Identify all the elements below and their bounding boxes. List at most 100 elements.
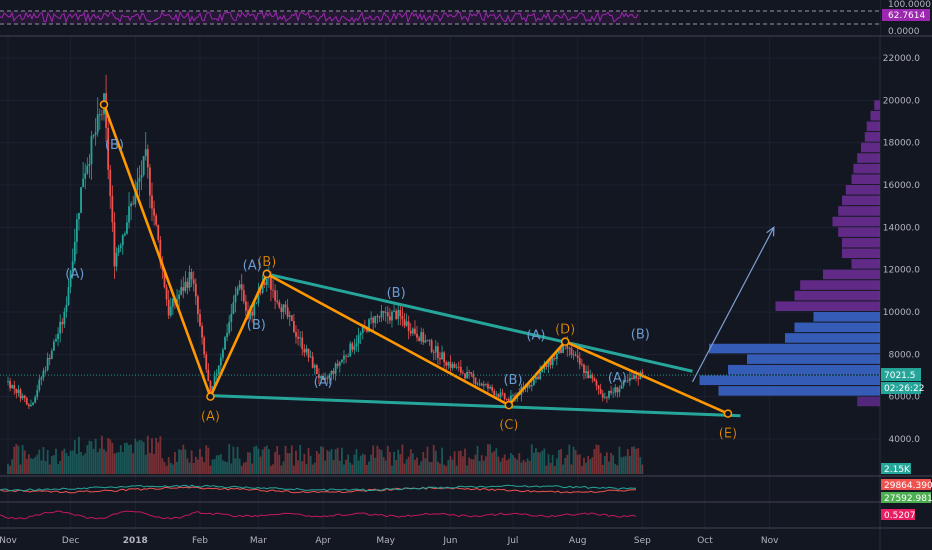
candle-body — [205, 354, 208, 370]
candle-body — [487, 384, 489, 389]
volume-bar — [357, 460, 360, 474]
volume-bar — [495, 448, 498, 474]
profile-bar — [842, 248, 880, 259]
candle-body — [23, 395, 26, 399]
volume-bar — [188, 462, 191, 474]
candle-body — [464, 373, 466, 379]
volume-bar — [257, 448, 260, 474]
candle-body — [117, 248, 120, 253]
candle-body — [340, 359, 343, 363]
candle-body — [420, 332, 423, 342]
candle-body — [622, 380, 625, 386]
candle-body — [27, 404, 30, 407]
volume-bar — [612, 455, 615, 474]
candle-body — [257, 291, 260, 303]
volume-bar — [30, 458, 32, 474]
volume-bar — [90, 441, 93, 474]
volume-bar — [9, 465, 11, 474]
volume-bar — [21, 445, 24, 474]
candle-body — [34, 397, 37, 403]
x-tick-label: Jul — [507, 536, 519, 546]
candle-body — [115, 252, 118, 267]
volume-bar — [637, 448, 640, 474]
volume-bar — [105, 451, 107, 474]
candle-body — [411, 328, 414, 334]
axes: 4000.0 6000.0 8000.0 10000.0 12000.0 14000.0 1… — [0, 54, 924, 546]
candle-body — [324, 377, 327, 380]
volume-bar — [507, 458, 510, 474]
volume-bar — [535, 448, 537, 474]
candle-body — [232, 302, 235, 314]
candle-body — [109, 169, 112, 197]
wave-labels: (A)(B)(C)(D)(E)(B)(A)(A)(B)(A)(B)(B)(A)(… — [65, 138, 737, 442]
volume-bar — [606, 452, 608, 474]
volume-bar — [568, 444, 571, 474]
volume-bar — [284, 446, 287, 474]
x-tick-label: Oct — [697, 536, 713, 546]
volume-bar — [86, 445, 89, 474]
volume-bar — [34, 456, 37, 474]
trendlines — [210, 226, 775, 418]
volume-bar — [441, 447, 443, 474]
candle-body — [98, 114, 101, 116]
candle-body — [601, 393, 604, 398]
volume-bar — [372, 445, 375, 474]
volume-bar — [585, 462, 587, 474]
profile-bar — [851, 259, 880, 269]
candle-body — [503, 393, 506, 399]
candle-body — [61, 321, 64, 325]
candle-body — [167, 299, 170, 316]
candle-body — [190, 272, 193, 280]
volume-bar — [69, 450, 72, 474]
candle-body — [449, 362, 452, 368]
volume-bar — [197, 459, 199, 474]
volume-bar — [267, 449, 270, 474]
volume-bar — [445, 465, 448, 474]
volume-bar — [505, 460, 508, 474]
candle-body — [142, 155, 145, 176]
candle-body — [597, 385, 600, 389]
candle-body — [282, 304, 285, 312]
candle-body — [322, 376, 325, 380]
profile-bar — [709, 343, 880, 354]
volume-bar — [165, 465, 168, 474]
volume-bar — [307, 448, 310, 474]
volume-bar — [459, 450, 462, 474]
candle-body — [224, 337, 226, 350]
volume-bar — [313, 462, 316, 474]
candle-body — [436, 346, 439, 359]
volume-bar — [280, 465, 283, 474]
candle-body — [303, 349, 306, 353]
candle-body — [299, 337, 302, 339]
volume-bar — [578, 454, 581, 474]
candle-body — [123, 233, 126, 236]
candle-body — [38, 379, 41, 390]
candle-body — [40, 377, 43, 380]
volume-bar — [343, 464, 345, 474]
volume-bar — [274, 452, 277, 474]
candle-body — [121, 235, 124, 246]
candle-body — [320, 376, 322, 379]
wave-point — [99, 100, 109, 109]
obv-red-line — [0, 486, 637, 494]
volume-bar — [192, 463, 195, 474]
volume-bar — [230, 463, 233, 474]
volume-bar — [15, 444, 18, 474]
volume-bar — [144, 454, 147, 474]
candle-body — [462, 372, 464, 374]
candle-body — [32, 402, 34, 405]
volume-bar — [42, 446, 45, 474]
candle-body — [491, 386, 494, 391]
volume-bars — [7, 435, 644, 474]
candle-body — [457, 366, 460, 368]
candle-body — [382, 311, 385, 313]
candle-body — [497, 394, 500, 398]
x-tick-label: Apr — [315, 536, 331, 546]
volume-bar — [232, 446, 235, 474]
candle-body — [397, 310, 400, 319]
volume-bar — [457, 451, 460, 474]
sub-wave-label: (B) — [387, 286, 406, 301]
candle-body — [318, 374, 320, 379]
volume-bar — [449, 456, 452, 474]
